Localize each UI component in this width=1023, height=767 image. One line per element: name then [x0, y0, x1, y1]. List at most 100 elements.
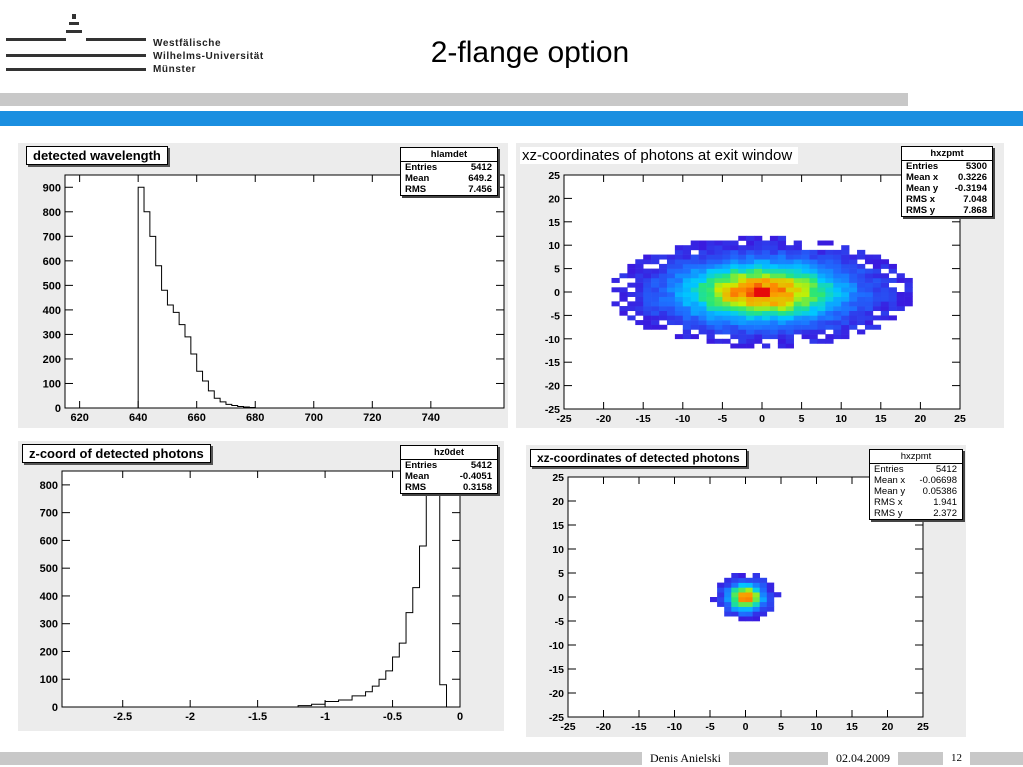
heatmap-cell — [888, 268, 897, 274]
heatmap-cell — [857, 263, 866, 269]
heatmap-cell — [759, 597, 768, 603]
heatmap-cell — [738, 306, 747, 312]
heatmap-cell — [706, 254, 715, 260]
heatmap-cell — [785, 245, 794, 251]
heatmap-cell — [730, 273, 739, 279]
heatmap-cell — [766, 592, 775, 598]
heatmap-cell — [730, 249, 739, 255]
heatmap-cell — [714, 292, 723, 297]
heatmap-cell — [738, 296, 747, 302]
heatmap-cell — [635, 292, 644, 297]
heatmap-cell — [762, 306, 771, 312]
heatmap-cell — [849, 254, 858, 260]
y-tick-label: 900 — [43, 182, 61, 194]
heatmap-cell — [849, 324, 858, 330]
heatmap-cell — [643, 287, 652, 293]
histogram-z-coord: -2.5 -2 -1.5 -1 -0.5 0 0 100 200 300 400 500 600 700 8… — [40, 470, 463, 723]
heatmap-cell — [730, 263, 739, 269]
heatmap-cell — [833, 301, 842, 307]
heatmap-cell — [785, 338, 794, 344]
heatmap-cell — [611, 277, 620, 283]
heatmap-cell — [801, 282, 810, 288]
heatmap-cell — [801, 315, 810, 321]
heatmap-cell — [785, 343, 794, 349]
heatmap-cell — [841, 277, 850, 283]
panel-detected-xz: -25 -20 -15 -10 -5 0 5 10 15 20 25 -25 -20 -15 -10 -5 0 5… — [526, 445, 966, 737]
heatmap-cell — [825, 338, 834, 344]
heatmap-cell — [666, 254, 676, 260]
y-tick-label: 0 — [554, 287, 560, 299]
heatmap-cell — [738, 292, 747, 297]
x-tick-label: 0 — [743, 721, 749, 733]
heatmap-cell — [724, 606, 732, 612]
heatmap-cell — [777, 268, 787, 274]
heatmap-cell — [801, 301, 810, 307]
heatmap-cell — [635, 273, 644, 279]
heatmap-cell — [801, 320, 810, 326]
heatmap-cell — [738, 573, 746, 579]
heatmap-cell — [809, 282, 818, 288]
heatmap-cell — [714, 306, 723, 312]
heatmap-cell — [698, 282, 707, 288]
x-tick-label: 25 — [954, 413, 966, 425]
y-tick-label: 700 — [43, 231, 61, 243]
heatmap-cell — [864, 315, 874, 321]
heatmap-cell — [674, 273, 684, 279]
heatmap-cell — [666, 292, 676, 297]
y-tick-label: 0 — [558, 592, 564, 604]
y-tick-label: -5 — [551, 310, 560, 322]
heatmap-cell — [724, 582, 732, 588]
heatmap-cell — [769, 268, 779, 274]
heatmap-cell — [730, 292, 739, 297]
heatmap-cell — [710, 597, 718, 603]
y-tick-label: 800 — [43, 207, 61, 219]
heatmap-cell — [627, 306, 636, 312]
heatmap-cell — [825, 310, 834, 316]
stats-label: RMS x — [906, 194, 936, 205]
heatmap-cell — [896, 306, 905, 312]
heatmap-cell — [785, 254, 794, 260]
heatmap-cell — [793, 306, 802, 312]
heatmap-cell — [730, 315, 739, 321]
heatmap-cell — [730, 310, 739, 316]
y-tick-label: -15 — [549, 664, 564, 676]
heatmap-cell — [682, 329, 692, 335]
stats-box-exit-window: hxzpmt Entries 5300 Mean x 0.3226 Mean y -0… — [901, 146, 993, 217]
heatmap-cell — [706, 324, 715, 330]
heatmap-cell — [793, 263, 802, 269]
heatmap-cell — [722, 259, 731, 265]
y-tick-label: 25 — [548, 170, 560, 182]
heatmap-cell — [730, 287, 739, 293]
heatmap-cell — [706, 273, 715, 279]
heatmap-cell — [888, 263, 897, 269]
heatmap-cell — [817, 329, 826, 335]
x-tick-label: 740 — [422, 412, 440, 424]
heatmap-exit-window: -25 -20 -15 -10 -5 0 5 10 15 20 25 -25 -20 -15 -10 -5 0 5… — [545, 170, 966, 425]
y-tick-label: -25 — [545, 404, 560, 416]
heatmap-cell — [872, 263, 882, 269]
heatmap-cell — [722, 282, 731, 288]
heatmap-cell — [682, 254, 692, 260]
heatmap-cell — [785, 268, 794, 274]
heatmap-cell — [801, 254, 810, 260]
heatmap-cell — [793, 324, 802, 330]
heatmap-cell — [752, 611, 760, 617]
heatmap-cell — [864, 310, 874, 316]
chart-title-detected-xz: xz-coordinates of detected photons — [530, 449, 747, 467]
heatmap-cell — [674, 254, 684, 260]
heatmap-cell — [777, 277, 787, 283]
heatmap-cell — [674, 306, 684, 312]
heatmap-cell — [659, 296, 668, 302]
heatmap-cell — [752, 606, 760, 612]
heatmap-cell — [754, 320, 763, 326]
heatmap-cell — [793, 268, 802, 274]
y-tick-label: -20 — [545, 381, 560, 393]
heatmap-cell — [754, 315, 763, 321]
heatmap-cell — [793, 254, 802, 260]
heatmap-cell — [706, 268, 715, 274]
heatmap-cell — [706, 249, 715, 255]
heatmap-cell — [785, 296, 794, 302]
x-tick-label: 680 — [246, 412, 264, 424]
x-tick-label: -15 — [631, 721, 646, 733]
x-tick-label: 10 — [811, 721, 823, 733]
